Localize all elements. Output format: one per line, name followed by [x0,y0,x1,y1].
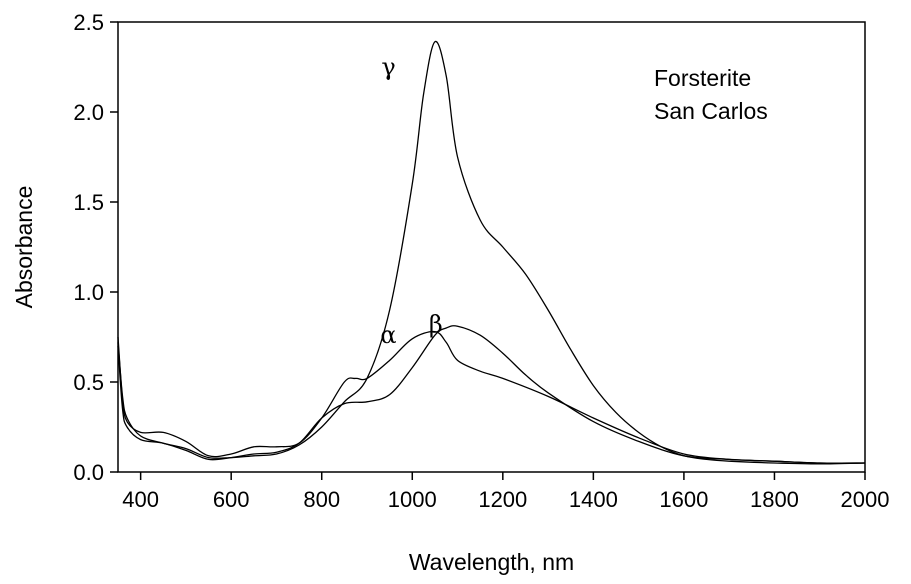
y-tick-label: 0.5 [73,370,104,395]
y-axis-title: Absorbance [11,186,37,309]
annotation-line-2: San Carlos [654,98,768,124]
series-label-alpha: α [380,321,396,349]
x-tick-label: 1200 [478,487,527,512]
series-beta-line [117,325,866,464]
series-group [117,40,866,465]
y-tick-label: 1.5 [73,190,104,215]
series-alpha-line [117,330,866,464]
x-tick-label: 1400 [569,487,618,512]
x-tick-label: 2000 [841,487,890,512]
x-tick-label: 800 [303,487,340,512]
y-tick-label: 2.0 [73,100,104,125]
x-tick-label: 1800 [750,487,799,512]
y-tick-label: 2.5 [73,10,104,35]
x-tick-label: 1000 [388,487,437,512]
plot-frame [117,21,866,473]
y-axis-ticks: 0.0 0.5 1.0 1.5 2.0 2.5 [73,10,118,485]
x-axis-ticks: 400 600 800 1000 1200 1400 1600 1800 2000 [122,472,889,512]
series-label-beta: β [429,310,443,338]
series-labels: γ α β [380,53,442,349]
y-tick-label: 1.0 [73,280,104,305]
series-label-gamma: γ [381,53,395,81]
y-tick-label: 0.0 [73,460,104,485]
x-tick-label: 1600 [659,487,708,512]
x-tick-label: 400 [122,487,159,512]
annotation-line-1: Forsterite [654,65,751,91]
x-tick-label: 600 [213,487,250,512]
x-axis-title: Wavelength, nm [409,549,574,575]
